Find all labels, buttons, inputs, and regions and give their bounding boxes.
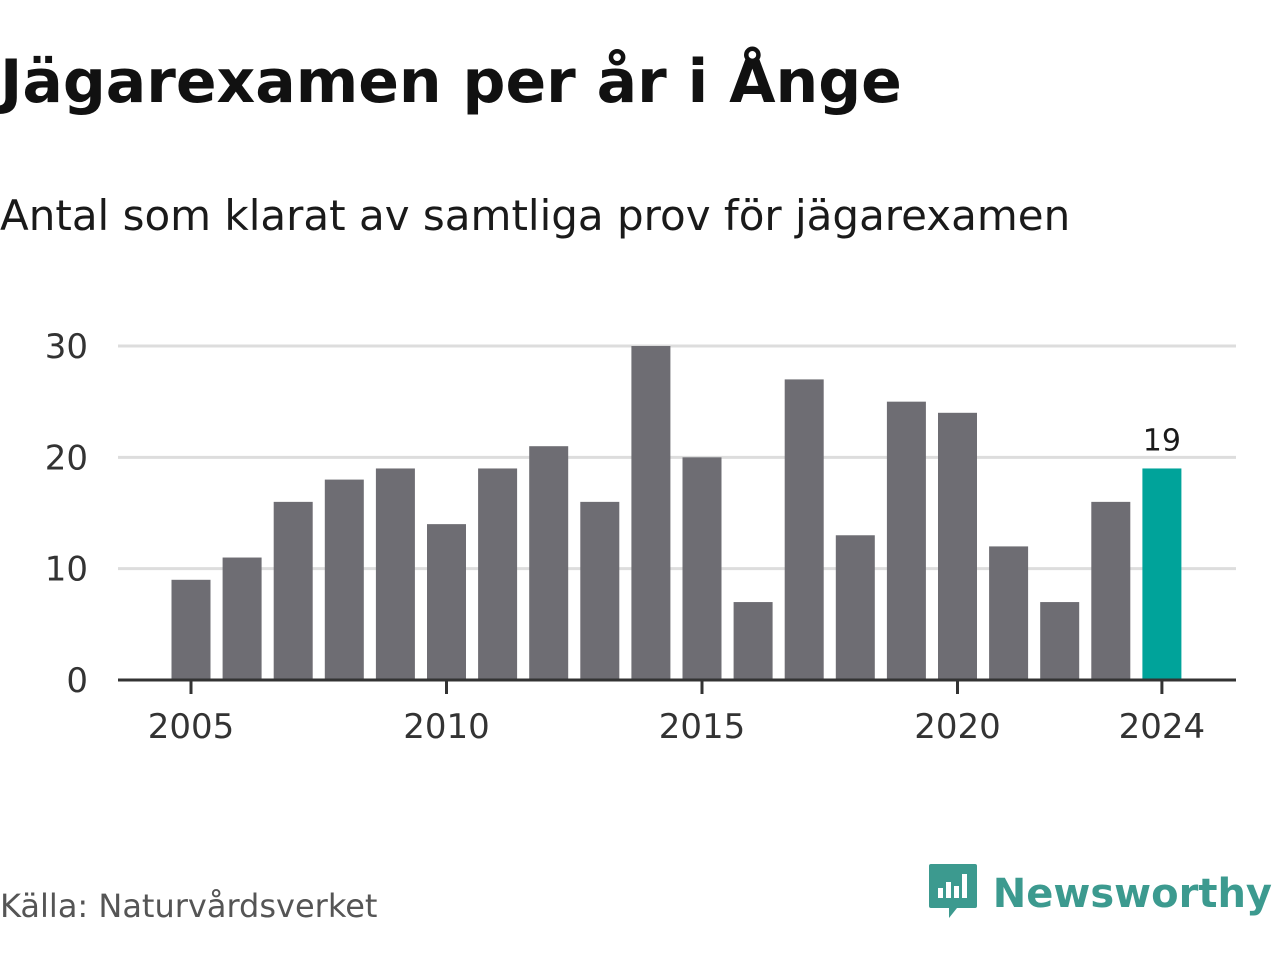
bar <box>478 468 518 680</box>
bar-chart: 0 10 20 30 2005 2010 2015 2020 2024 19 <box>45 327 1236 747</box>
bar <box>886 401 926 680</box>
bar <box>529 446 569 680</box>
x-tick-label: 2020 <box>914 707 1001 747</box>
bar <box>273 501 313 680</box>
bar <box>427 524 466 680</box>
bars <box>171 346 1182 680</box>
brand-name: Newsworthy <box>992 871 1272 917</box>
x-tick-label: 2010 <box>403 707 490 747</box>
source-note: Källa: Naturvårdsverket <box>0 887 378 925</box>
bar <box>1142 468 1182 680</box>
brand-logo: Newsworthy <box>927 862 1272 926</box>
x-tick-label: 2015 <box>659 707 746 747</box>
bar <box>784 379 824 680</box>
bar <box>835 535 875 680</box>
y-tick-label: 30 <box>45 327 88 367</box>
bar <box>324 479 364 680</box>
data-label: 19 <box>1143 423 1181 458</box>
y-tick-label: 10 <box>45 550 88 590</box>
bar <box>171 579 211 680</box>
bar <box>631 346 671 680</box>
bar <box>733 602 773 680</box>
bar <box>580 501 620 680</box>
bar <box>375 468 415 680</box>
bar <box>938 412 977 680</box>
y-tick-label: 20 <box>45 438 88 478</box>
newsworthy-logo-icon <box>927 862 979 926</box>
bar <box>682 457 722 680</box>
axes <box>118 678 1236 694</box>
labels: 0 10 20 30 2005 2010 2015 2020 2024 19 <box>45 327 1205 747</box>
x-tick-label: 2005 <box>148 707 235 747</box>
bar <box>1091 501 1131 680</box>
bar <box>222 557 262 680</box>
chart-subtitle: Antal som klarat av samtliga prov för jä… <box>0 191 1071 240</box>
x-tick-label: 2024 <box>1119 707 1206 747</box>
y-tick-label: 0 <box>66 661 88 701</box>
chart-title: Jägarexamen per år i Ånge <box>0 47 902 117</box>
bar <box>989 546 1029 680</box>
bar <box>1040 602 1080 680</box>
